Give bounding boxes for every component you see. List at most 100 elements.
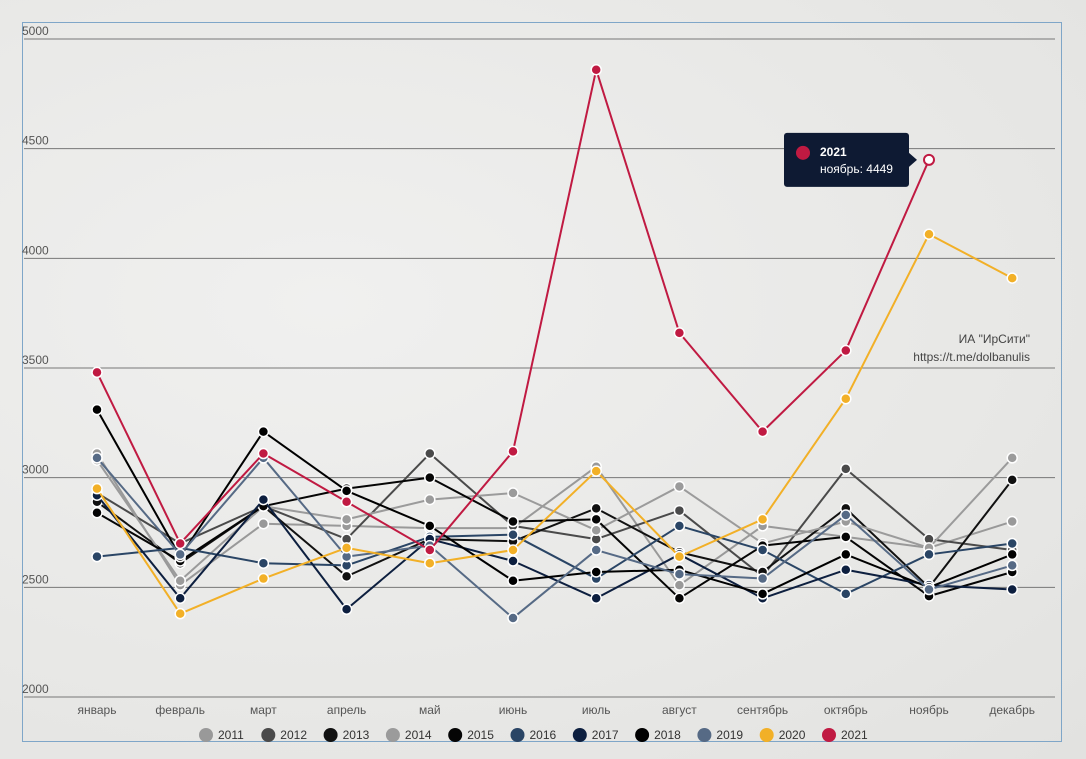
point-2018-11[interactable] bbox=[1006, 548, 1018, 561]
point-2017-5[interactable] bbox=[507, 555, 519, 567]
point-2020-8[interactable] bbox=[756, 513, 769, 526]
point-2013-11[interactable] bbox=[1006, 474, 1018, 486]
y-tick-label: 2500 bbox=[22, 572, 49, 586]
legend-item-2013[interactable]: 2013 bbox=[323, 728, 370, 742]
point-2016-9[interactable] bbox=[840, 588, 852, 600]
point-2016-2[interactable] bbox=[257, 557, 270, 569]
point-2019-11[interactable] bbox=[1006, 559, 1018, 572]
point-2021-1[interactable] bbox=[174, 537, 186, 550]
point-2020-7[interactable] bbox=[673, 550, 686, 563]
point-2016-10[interactable] bbox=[923, 548, 935, 561]
series-2018[interactable] bbox=[91, 403, 1018, 600]
point-2020-10[interactable] bbox=[923, 228, 935, 240]
point-2021-8[interactable] bbox=[756, 425, 769, 438]
series-2017[interactable] bbox=[91, 489, 1018, 616]
series-2020[interactable] bbox=[91, 228, 1018, 620]
point-2014-7[interactable] bbox=[673, 480, 686, 493]
point-2020-5[interactable] bbox=[507, 544, 519, 556]
point-2018-9[interactable] bbox=[840, 548, 852, 561]
point-2017-3[interactable] bbox=[340, 603, 353, 616]
legend-item-2021[interactable]: 2021 bbox=[822, 728, 868, 742]
point-2018-3[interactable] bbox=[340, 485, 353, 497]
point-2016-7[interactable] bbox=[673, 520, 686, 532]
legend-item-2012[interactable]: 2012 bbox=[261, 728, 307, 742]
legend-item-2011[interactable]: 2011 bbox=[199, 728, 244, 742]
point-2021-4[interactable] bbox=[424, 544, 436, 556]
point-2018-0[interactable] bbox=[91, 403, 103, 416]
point-2021-7[interactable] bbox=[673, 327, 686, 339]
point-2014-11[interactable] bbox=[1006, 452, 1018, 464]
legend-item-2018[interactable]: 2018 bbox=[635, 728, 681, 742]
y-tick-label: 5000 bbox=[22, 24, 49, 38]
point-2019-9[interactable] bbox=[840, 509, 852, 521]
point-2018-8[interactable] bbox=[756, 588, 769, 600]
series-2013[interactable] bbox=[91, 474, 1018, 594]
point-2019-10[interactable] bbox=[923, 583, 935, 596]
y-tick-label: 4000 bbox=[22, 243, 49, 257]
point-2018-5[interactable] bbox=[507, 575, 519, 587]
point-2011-2[interactable] bbox=[257, 517, 270, 530]
point-2019-6[interactable] bbox=[590, 544, 602, 556]
point-2017-6[interactable] bbox=[590, 592, 602, 605]
point-2020-0[interactable] bbox=[91, 482, 103, 495]
point-2018-2[interactable] bbox=[257, 425, 270, 438]
point-2020-2[interactable] bbox=[257, 572, 270, 585]
point-2015-7[interactable] bbox=[673, 592, 686, 605]
point-2015-4[interactable] bbox=[424, 471, 436, 484]
point-2020-11[interactable] bbox=[1006, 272, 1018, 284]
point-2016-11[interactable] bbox=[1006, 537, 1018, 550]
point-2012-4[interactable] bbox=[424, 447, 436, 460]
legend-item-2020[interactable]: 2020 bbox=[759, 728, 806, 742]
point-2013-6[interactable] bbox=[590, 502, 602, 515]
legend-item-2017[interactable]: 2017 bbox=[572, 728, 619, 742]
point-2019-0[interactable] bbox=[91, 452, 103, 464]
point-2015-0[interactable] bbox=[91, 507, 103, 519]
point-2011-11[interactable] bbox=[1006, 515, 1018, 528]
point-2017-9[interactable] bbox=[840, 564, 852, 576]
point-2014-6[interactable] bbox=[590, 524, 602, 537]
point-2016-5[interactable] bbox=[507, 528, 519, 541]
point-2021-3[interactable] bbox=[340, 496, 353, 508]
point-2012-9[interactable] bbox=[840, 463, 852, 475]
point-2015-5[interactable] bbox=[507, 515, 519, 528]
legend-item-2015[interactable]: 2015 bbox=[448, 728, 494, 742]
point-2016-0[interactable] bbox=[91, 550, 103, 563]
point-2018-4[interactable] bbox=[424, 520, 436, 532]
point-2016-8[interactable] bbox=[756, 544, 769, 556]
legend-item-2019[interactable]: 2019 bbox=[697, 728, 743, 742]
point-2020-3[interactable] bbox=[340, 542, 353, 554]
point-2014-1[interactable] bbox=[174, 575, 186, 587]
series-2012[interactable] bbox=[91, 447, 1018, 583]
point-2020-9[interactable] bbox=[840, 392, 852, 405]
point-2014-4[interactable] bbox=[424, 493, 436, 506]
point-2021-6[interactable] bbox=[590, 63, 602, 76]
point-2012-7[interactable] bbox=[673, 504, 686, 517]
point-2015-9[interactable] bbox=[840, 531, 852, 543]
legend-item-2016[interactable]: 2016 bbox=[510, 728, 557, 742]
point-2019-7[interactable] bbox=[673, 568, 686, 580]
point-2020-4[interactable] bbox=[424, 557, 436, 569]
point-2017-2[interactable] bbox=[257, 493, 270, 506]
point-2019-8[interactable] bbox=[756, 572, 769, 585]
point-2020-6[interactable] bbox=[590, 465, 602, 477]
point-2019-1[interactable] bbox=[174, 548, 186, 561]
point-2017-1[interactable] bbox=[174, 592, 186, 605]
point-2011-7[interactable] bbox=[673, 579, 686, 591]
point-2021-9[interactable] bbox=[840, 344, 852, 357]
hovered-point[interactable] bbox=[923, 153, 935, 166]
point-2021-2[interactable] bbox=[257, 447, 270, 460]
point-2021-0[interactable] bbox=[91, 366, 103, 379]
series-2016[interactable] bbox=[91, 520, 1018, 600]
point-2021-5[interactable] bbox=[507, 445, 519, 458]
legend-item-2014[interactable]: 2014 bbox=[385, 728, 432, 742]
point-2020-1[interactable] bbox=[174, 607, 186, 620]
point-2015-6[interactable] bbox=[590, 513, 602, 526]
point-2017-11[interactable] bbox=[1006, 583, 1018, 596]
point-2014-3[interactable] bbox=[340, 513, 353, 526]
point-2014-5[interactable] bbox=[507, 487, 519, 499]
series-2011[interactable] bbox=[91, 447, 1018, 591]
point-2018-6[interactable] bbox=[590, 566, 602, 578]
point-2013-3[interactable] bbox=[340, 570, 353, 583]
point-2019-5[interactable] bbox=[507, 612, 519, 624]
series-2014[interactable] bbox=[91, 452, 1018, 587]
